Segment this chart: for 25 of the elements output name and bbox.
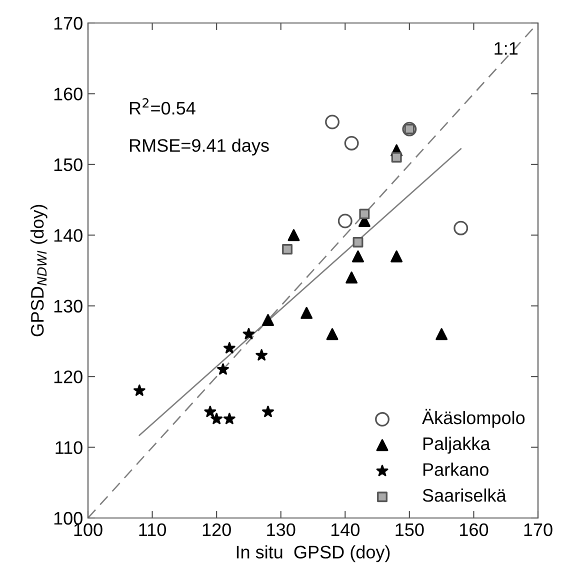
x-tick-label: 120 [202, 523, 231, 536]
y-tick-label: 120 [54, 370, 82, 384]
y-tick-label: 150 [54, 158, 82, 172]
x-tick-label: 110 [139, 523, 166, 536]
legend-label: Saariselkä [422, 488, 506, 502]
annotation: R$^{2}$=0.54 [130, 98, 196, 115]
y-tick-label: 100 [54, 512, 82, 525]
x-tick-label: 130 [267, 523, 296, 536]
annotation: 1:1 [494, 42, 518, 55]
x-tick-label: 100 [74, 523, 102, 536]
x-tick-label: 160 [460, 523, 488, 536]
legend-label: Paljakka [423, 436, 490, 454]
y-tick-label: 140 [54, 229, 82, 242]
y-tick-label: 110 [56, 441, 82, 454]
legend-label: Äkäslompolo [422, 408, 525, 428]
x-tick-label: 150 [396, 523, 424, 536]
x-tick-label: 140 [331, 523, 360, 536]
x-axis-title: In situ GPSD (doy) [236, 545, 390, 562]
y-tick-label: 130 [54, 300, 82, 313]
x-tick-label: 170 [524, 523, 552, 536]
y-tick-label: 160 [54, 88, 82, 100]
y-axis-title: GPSD$_{NDWI}$ (doy) [30, 204, 48, 336]
annotation: RMSE=9.41 days [130, 138, 269, 156]
y-tick-label: 170 [54, 16, 82, 30]
legend-label: Parkano [423, 462, 488, 476]
